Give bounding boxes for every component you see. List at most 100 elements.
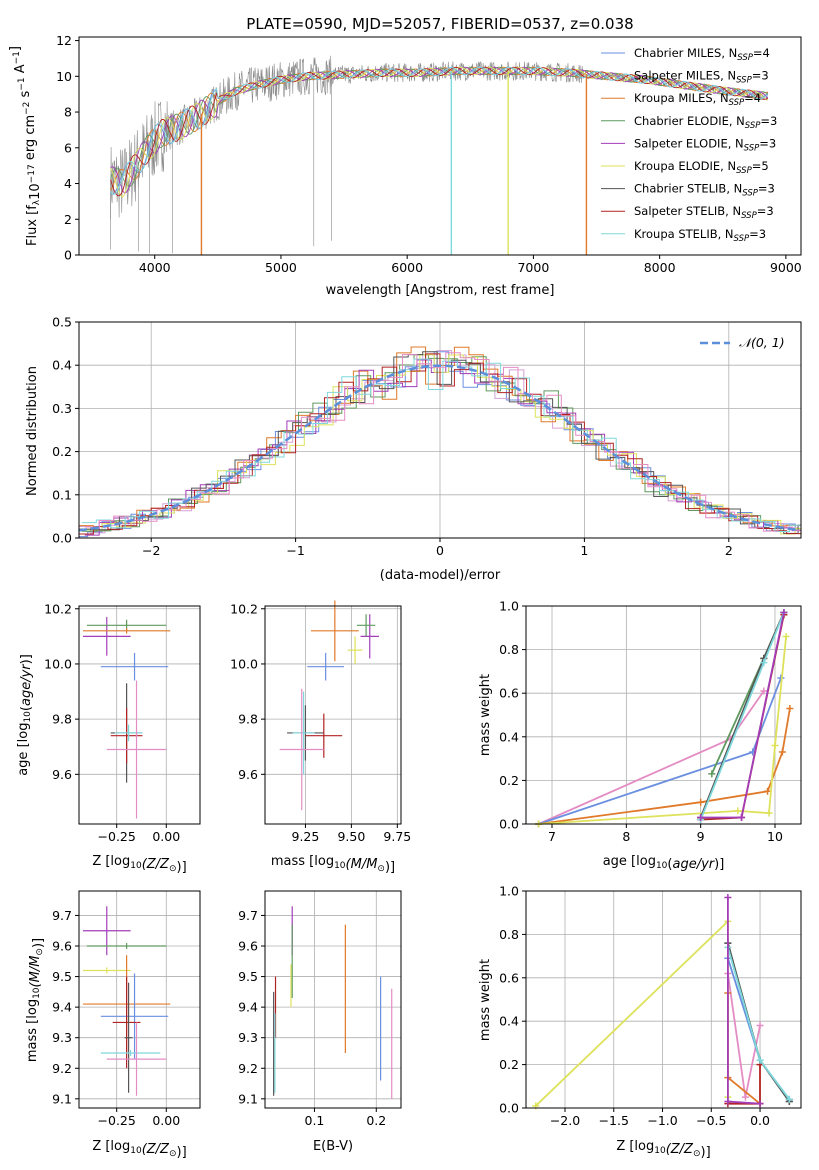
model-spectrum	[110, 66, 768, 198]
points-age_vs_Z	[82, 617, 171, 819]
x-axis-label: age [log10(age/yr)]	[603, 854, 725, 872]
weight-marker	[786, 704, 794, 712]
x-tick-label: 9.50	[337, 829, 365, 844]
weight-marker	[697, 813, 705, 821]
weight-marker	[778, 748, 786, 756]
weight-marker	[741, 1093, 749, 1101]
y-tick-label: 10	[56, 69, 72, 84]
legend-label: Salpeter ELODIE, NSSP=3	[634, 136, 776, 153]
histogram-plot	[79, 346, 801, 538]
x-tick-label: 5000	[265, 260, 297, 275]
axes-residuals: −2 −1 0 1 2 0.0 0.1 0.2 0.3 0.4 0.5	[52, 315, 801, 558]
y-tick-label: 0.0	[499, 1101, 519, 1116]
y-tick-label: 0.2	[499, 773, 519, 788]
axes-mass_vs_EBV: 0.1 0.2 9.1 9.2 9.3 9.4 9.5 9.6 9.7	[238, 891, 401, 1128]
y-axis-label: mass weight	[478, 674, 493, 756]
x-tick-label: −0.5	[696, 1113, 726, 1128]
weight-marker	[780, 609, 788, 617]
weight-marker	[782, 633, 790, 641]
y-tick-label: 9.1	[52, 1091, 72, 1106]
y-tick-label: 0.5	[52, 315, 72, 330]
y-axis-label: mass [log10(M/M⊙)]	[25, 938, 46, 1062]
y-tick-label: 10.0	[230, 656, 258, 671]
weight-marker	[760, 659, 768, 667]
axes-frame	[78, 605, 201, 825]
y-tick-label: 0.4	[499, 729, 519, 744]
weight-line	[727, 947, 791, 1100]
y-tick-label: 9.4	[52, 1000, 72, 1015]
model-spectrum	[110, 66, 769, 195]
data-spectrum	[110, 55, 769, 220]
weight-marker	[756, 1100, 764, 1108]
x-tick-label: 0.00	[152, 829, 180, 844]
histogram-series	[79, 351, 801, 538]
histogram-series	[81, 354, 801, 532]
weight-marker	[724, 1097, 732, 1105]
legend-label: Chabrier MILES, NSSP=4	[634, 46, 770, 63]
y-tick-label: 0.2	[52, 444, 72, 459]
weight-marker	[756, 1022, 764, 1030]
x-tick-label: −1.0	[647, 1113, 677, 1128]
y-tick-label: 9.4	[238, 1000, 258, 1015]
points-age_vs_mass	[279, 600, 379, 811]
x-axis-label: mass [log10(M/M⊙)]	[271, 854, 395, 875]
axes-frame	[78, 890, 201, 1109]
legend-label: Chabrier STELIB, NSSP=3	[634, 182, 775, 199]
y-tick-label: 0.2	[499, 1057, 519, 1072]
axes-frame	[525, 605, 802, 825]
x-tick-label: 2	[725, 543, 733, 558]
weight-line	[727, 973, 761, 1098]
legend-label: Kroupa ELODIE, NSSP=5	[634, 159, 769, 176]
y-tick-label: 2	[64, 212, 72, 227]
y-tick-label: 9.2	[52, 1061, 72, 1076]
y-tick-label: 12	[56, 33, 72, 48]
axes-frame	[264, 890, 402, 1109]
x-tick-label: −0.25	[98, 1113, 136, 1128]
y-tick-label: 9.8	[238, 712, 258, 727]
weight-marker	[764, 787, 772, 795]
y-tick-label: 0.6	[499, 970, 519, 985]
weight-line	[538, 636, 787, 825]
y-axis-label: Normed distribution	[25, 366, 40, 496]
x-tick-label: 9000	[770, 260, 802, 275]
y-tick-label: 0.8	[499, 642, 519, 657]
y-tick-label: 10.2	[230, 601, 258, 616]
y-axis-label: Flux [fλ10−17 erg cm−2 s−1 A−1]	[8, 46, 43, 246]
y-tick-label: 0.6	[499, 686, 519, 701]
y-tick-label: 10.0	[44, 656, 72, 671]
y-tick-label: 0	[64, 248, 72, 263]
x-tick-label: 1	[580, 543, 588, 558]
x-tick-label: −0.25	[98, 829, 136, 844]
histogram-series	[84, 352, 801, 532]
y-tick-label: 9.3	[52, 1030, 72, 1045]
y-tick-label: 4	[64, 176, 72, 191]
x-tick-label: 6000	[391, 260, 423, 275]
axes-age_vs_mass: 9.25 9.50 9.75 9.6 9.8 10.0 10.2	[230, 601, 411, 844]
y-tick-label: 9.6	[52, 939, 72, 954]
axes-mass_weight_vs_Z: −2.0 −1.5 −1.0 −0.5 0.0 0.0 0.2 0.4 0.6 0.8 1.0	[499, 884, 801, 1128]
x-tick-label: 9.75	[383, 829, 411, 844]
x-axis-label: wavelength [Angstrom, rest frame]	[326, 283, 555, 298]
histogram-series	[79, 353, 801, 535]
axes-frame	[78, 321, 802, 539]
x-tick-label: 7	[548, 829, 556, 844]
x-tick-label: 0.2	[366, 1113, 386, 1128]
x-axis-label: Z [log10(Z/Z⊙)]	[616, 1139, 710, 1160]
weight-marker	[734, 807, 742, 815]
x-axis-label: (data-model)/error	[380, 568, 501, 583]
weight-marker	[785, 1095, 793, 1103]
axes-mass_weight_vs_age: 7 8 9 10 0.0 0.2 0.4 0.6 0.8 1.0	[499, 599, 801, 844]
y-tick-label: 9.2	[238, 1061, 258, 1076]
y-tick-label: 0.3	[52, 401, 72, 416]
spectrum-plot	[110, 55, 769, 255]
x-tick-label: 0.1	[305, 1113, 325, 1128]
model-spectrum	[110, 66, 769, 194]
x-tick-label: 9	[697, 829, 705, 844]
y-tick-label: 10.2	[44, 601, 72, 616]
axes-age_vs_Z: −0.25 0.00 9.6 9.8 10.0 10.2	[44, 601, 200, 844]
x-tick-label: 9.25	[292, 829, 320, 844]
y-tick-label: 0.0	[499, 817, 519, 832]
y-tick-label: 8	[64, 105, 72, 120]
weight-line	[538, 690, 765, 825]
